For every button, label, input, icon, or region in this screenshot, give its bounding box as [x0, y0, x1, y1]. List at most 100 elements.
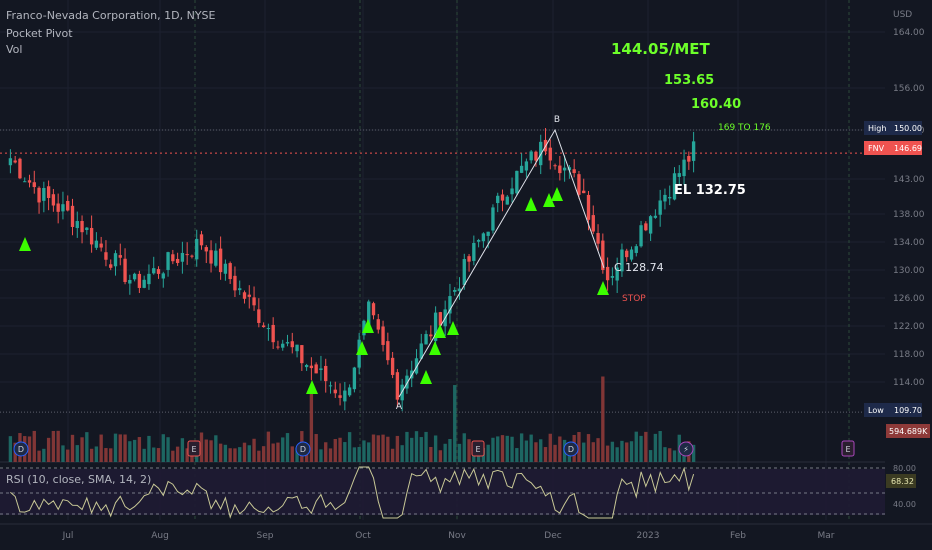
candle: [42, 181, 46, 213]
annotation-range: 169 TO 176: [718, 123, 771, 133]
annotation-met: 144.05/MET: [611, 40, 711, 58]
volume-bar: [644, 431, 648, 462]
time-axis[interactable]: Jul Aug Sep Oct Nov Dec 2023 Feb Mar: [0, 523, 932, 550]
volume-bar: [247, 445, 251, 462]
candle: [261, 322, 266, 328]
candle: [27, 174, 32, 188]
volume-bar: [410, 437, 414, 462]
volume-bar: [61, 445, 65, 462]
event-markers[interactable]: D E D E D ⚡ E: [13, 440, 855, 457]
y-tick-label: 122.00: [893, 322, 925, 332]
candle: [132, 272, 137, 282]
wave-label-a: A: [396, 402, 403, 412]
candle: [405, 369, 409, 394]
candle: [214, 243, 218, 268]
volume-bar: [390, 448, 395, 462]
candle: [94, 232, 99, 250]
symbol-title[interactable]: Franco-Nevada Corporation, 1D, NYSE: [6, 9, 216, 22]
candle: [137, 270, 142, 294]
volume-bar: [242, 442, 247, 462]
candle: [75, 211, 79, 238]
candle: [338, 383, 342, 406]
candle: [333, 381, 337, 398]
candle: [300, 345, 304, 371]
volume-bar: [85, 432, 89, 462]
volume-bar: [433, 435, 438, 462]
price-axis[interactable]: USD 164.00 156.00 150.00 143.00 138.00 134.00 1…: [864, 0, 932, 550]
volume-bar: [491, 437, 495, 462]
volume-bar: [56, 430, 60, 462]
candle: [204, 245, 208, 264]
volume-bar: [156, 448, 161, 462]
annotations: 144.05/MET 153.65 160.40 169 TO 176 EL 132.7…: [611, 40, 771, 304]
volume-bar: [395, 435, 400, 462]
candle: [414, 349, 419, 375]
x-tick-label: Jul: [62, 531, 74, 541]
volume-bar: [309, 385, 314, 462]
volume-bar: [32, 430, 36, 462]
candle: [314, 362, 318, 374]
volume-bar: [496, 436, 500, 462]
volume-bar: [457, 443, 462, 462]
event-marker: E: [841, 440, 855, 457]
x-tick-label: Oct: [355, 531, 371, 541]
wave-label-c: C 128.74: [614, 261, 664, 274]
x-tick-label: Sep: [257, 531, 274, 541]
indicator-volume[interactable]: Vol: [6, 43, 23, 56]
candle: [319, 355, 323, 381]
pivot-marker: [19, 237, 31, 251]
candle: [548, 139, 552, 170]
candle: [572, 159, 576, 178]
chart-grid: [0, 0, 932, 520]
candle: [376, 313, 380, 334]
volume-bar: [658, 431, 662, 462]
volume-bar: [161, 434, 165, 462]
candle: [553, 163, 557, 170]
candle: [510, 177, 514, 203]
pivot-marker: [420, 370, 432, 384]
volume-bar: [672, 450, 677, 462]
volume-bar: [357, 446, 361, 462]
candle: [285, 334, 290, 347]
volume-badge-value: 594.689K: [889, 427, 928, 436]
volume-bar: [653, 433, 658, 462]
volume-bar: [515, 448, 519, 462]
rsi-legend[interactable]: RSI (10, close, SMA, 14, 2): [6, 473, 152, 486]
event-label: ⚡: [683, 445, 689, 454]
candle: [199, 230, 204, 250]
volume-bar: [615, 447, 619, 462]
x-tick-label: 2023: [637, 531, 660, 541]
candle: [386, 332, 390, 365]
low-badge-label: Low: [868, 406, 884, 415]
candle: [32, 170, 36, 194]
wave-line: [398, 128, 605, 398]
x-tick-label: Nov: [448, 531, 466, 541]
candle: [233, 266, 237, 298]
volume-bar: [352, 447, 357, 462]
candle: [80, 215, 84, 244]
candle: [500, 189, 505, 212]
volume-bar: [386, 436, 390, 462]
volume-bar: [295, 447, 299, 462]
indicator-pocket-pivot[interactable]: Pocket Pivot: [6, 27, 73, 40]
annotation-stop: STOP: [622, 294, 646, 304]
candle: [562, 155, 567, 182]
volume-bar: [118, 434, 122, 462]
candle: [276, 340, 280, 350]
volume-bar: [424, 431, 428, 462]
candle: [620, 243, 624, 277]
volume-bar: [42, 448, 46, 462]
event-label: D: [18, 445, 24, 454]
volume-bar: [505, 435, 509, 462]
candle: [123, 248, 127, 285]
candle: [99, 236, 103, 252]
candle: [577, 171, 581, 199]
volume-bar: [367, 442, 371, 462]
candle: [56, 193, 60, 224]
candle: [51, 188, 56, 212]
candle: [429, 325, 433, 341]
volume-bar: [166, 437, 170, 462]
rsi-pane: [0, 466, 885, 519]
volume-bar: [271, 443, 275, 462]
